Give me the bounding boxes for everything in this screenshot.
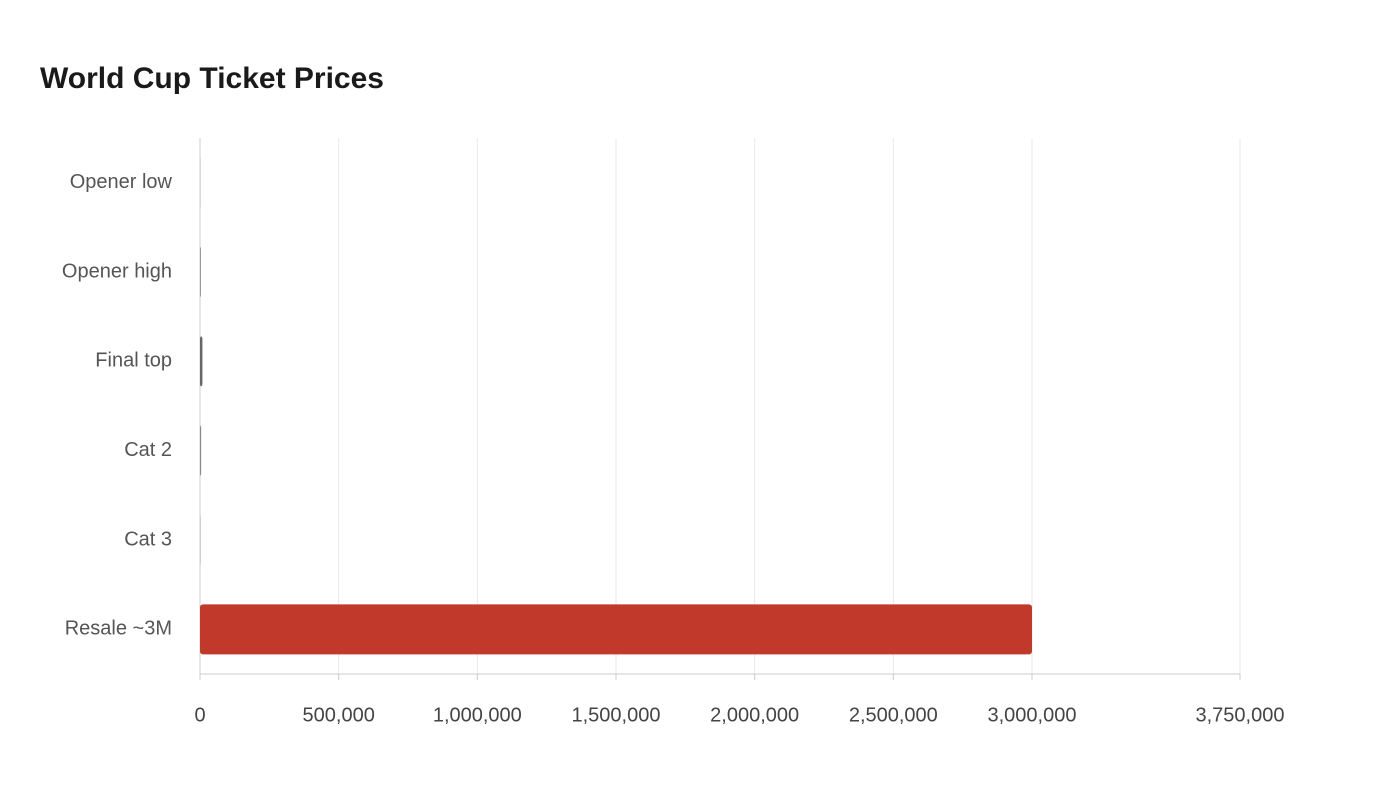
bar	[200, 425, 202, 476]
y-tick-label: Opener low	[70, 171, 173, 193]
x-tick-label: 3,000,000	[988, 704, 1077, 726]
x-tick-label: 500,000	[303, 704, 375, 726]
bar	[200, 336, 203, 387]
x-tick-label: 1,500,000	[572, 704, 661, 726]
x-tick-label: 0	[194, 704, 205, 726]
bar	[200, 515, 201, 565]
y-tick-label: Final top	[95, 350, 172, 372]
x-tick-label: 2,500,000	[849, 704, 938, 726]
y-tick-label: Resale ~3M	[65, 618, 172, 640]
y-tick-label: Cat 3	[124, 528, 172, 550]
bar	[200, 247, 201, 297]
x-tick-label: 2,000,000	[710, 704, 799, 726]
bar	[200, 157, 201, 208]
y-tick-label: Cat 2	[124, 439, 172, 461]
bar	[200, 604, 1032, 655]
chart-title: World Cup Ticket Prices	[40, 62, 384, 95]
x-tick-label: 1,000,000	[433, 704, 522, 726]
x-tick-label: 3,750,000	[1196, 704, 1285, 726]
y-tick-label: Opener high	[62, 260, 172, 282]
